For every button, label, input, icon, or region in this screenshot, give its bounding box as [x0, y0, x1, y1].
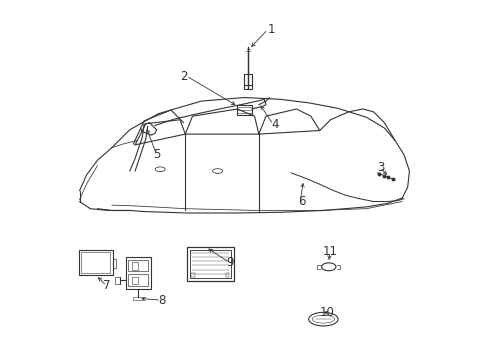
Text: 5: 5 [153, 148, 160, 161]
Bar [131, 262, 138, 270]
Bar [187, 247, 233, 281]
Bar [126, 257, 150, 289]
Text: 3: 3 [376, 161, 384, 174]
Bar [191, 273, 195, 277]
Bar [131, 277, 138, 284]
Text: 8: 8 [158, 294, 165, 307]
Bar [113, 259, 116, 267]
Text: 4: 4 [271, 118, 278, 131]
Bar [128, 274, 147, 286]
Bar [237, 105, 251, 115]
Bar [133, 297, 143, 300]
Text: 11: 11 [323, 245, 337, 258]
Text: 6: 6 [298, 195, 305, 208]
Text: 10: 10 [319, 306, 334, 319]
Text: 7: 7 [102, 279, 110, 292]
Bar [115, 277, 120, 284]
Text: 2: 2 [180, 69, 187, 82]
Text: 1: 1 [267, 23, 275, 36]
Bar [225, 273, 229, 277]
Bar [190, 250, 230, 278]
Bar [79, 250, 113, 275]
Bar [128, 260, 147, 271]
Bar [81, 252, 110, 273]
Text: 9: 9 [226, 256, 233, 269]
